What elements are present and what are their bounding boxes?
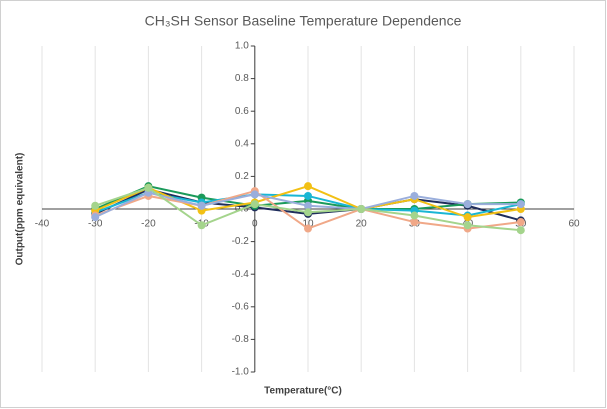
- x-tick-label: -20: [141, 219, 156, 230]
- data-point: [516, 200, 525, 209]
- data-point: [91, 213, 100, 222]
- x-tick-label: 20: [356, 219, 368, 230]
- chart-title: CH₃SH Sensor Baseline Temperature Depend…: [145, 13, 462, 29]
- x-tick-label: -30: [88, 219, 103, 230]
- y-tick-label: 0.8: [235, 73, 249, 84]
- y-tick-label: -0.4: [232, 269, 250, 280]
- y-axis-label: Output(ppm equivalent): [15, 153, 26, 266]
- data-point: [516, 218, 525, 227]
- y-tick-label: 0.2: [235, 171, 249, 182]
- y-tick-label: 0.6: [235, 106, 249, 117]
- x-tick-label: -40: [35, 219, 50, 230]
- y-tick-label: 0.4: [235, 138, 249, 149]
- data-point: [304, 208, 312, 217]
- data-point: [463, 213, 472, 222]
- x-tick-label: 10: [302, 219, 314, 230]
- data-point: [516, 226, 525, 235]
- data-point: [250, 190, 259, 199]
- data-point: [410, 211, 419, 220]
- data-point: [410, 218, 419, 227]
- data-point: [463, 221, 472, 230]
- data-point: [91, 201, 100, 210]
- data-point: [197, 221, 206, 230]
- data-point: [250, 200, 259, 209]
- data-point: [304, 201, 312, 210]
- y-tick-label: -0.8: [232, 334, 250, 345]
- x-axis-label: Temperature(°C): [264, 386, 342, 397]
- y-tick-label: -0.2: [232, 236, 250, 247]
- y-tick-label: -0.6: [232, 301, 250, 312]
- data-point: [463, 200, 472, 209]
- data-point: [304, 191, 312, 200]
- data-point: [304, 182, 312, 191]
- y-tick-label: -1.0: [232, 367, 250, 378]
- data-point: [357, 205, 366, 213]
- x-tick-label: 60: [568, 219, 580, 230]
- data-point: [144, 183, 153, 192]
- data-point: [197, 201, 206, 210]
- data-point: [410, 191, 419, 200]
- data-point: [304, 224, 312, 233]
- y-tick-label: 1.0: [235, 41, 249, 52]
